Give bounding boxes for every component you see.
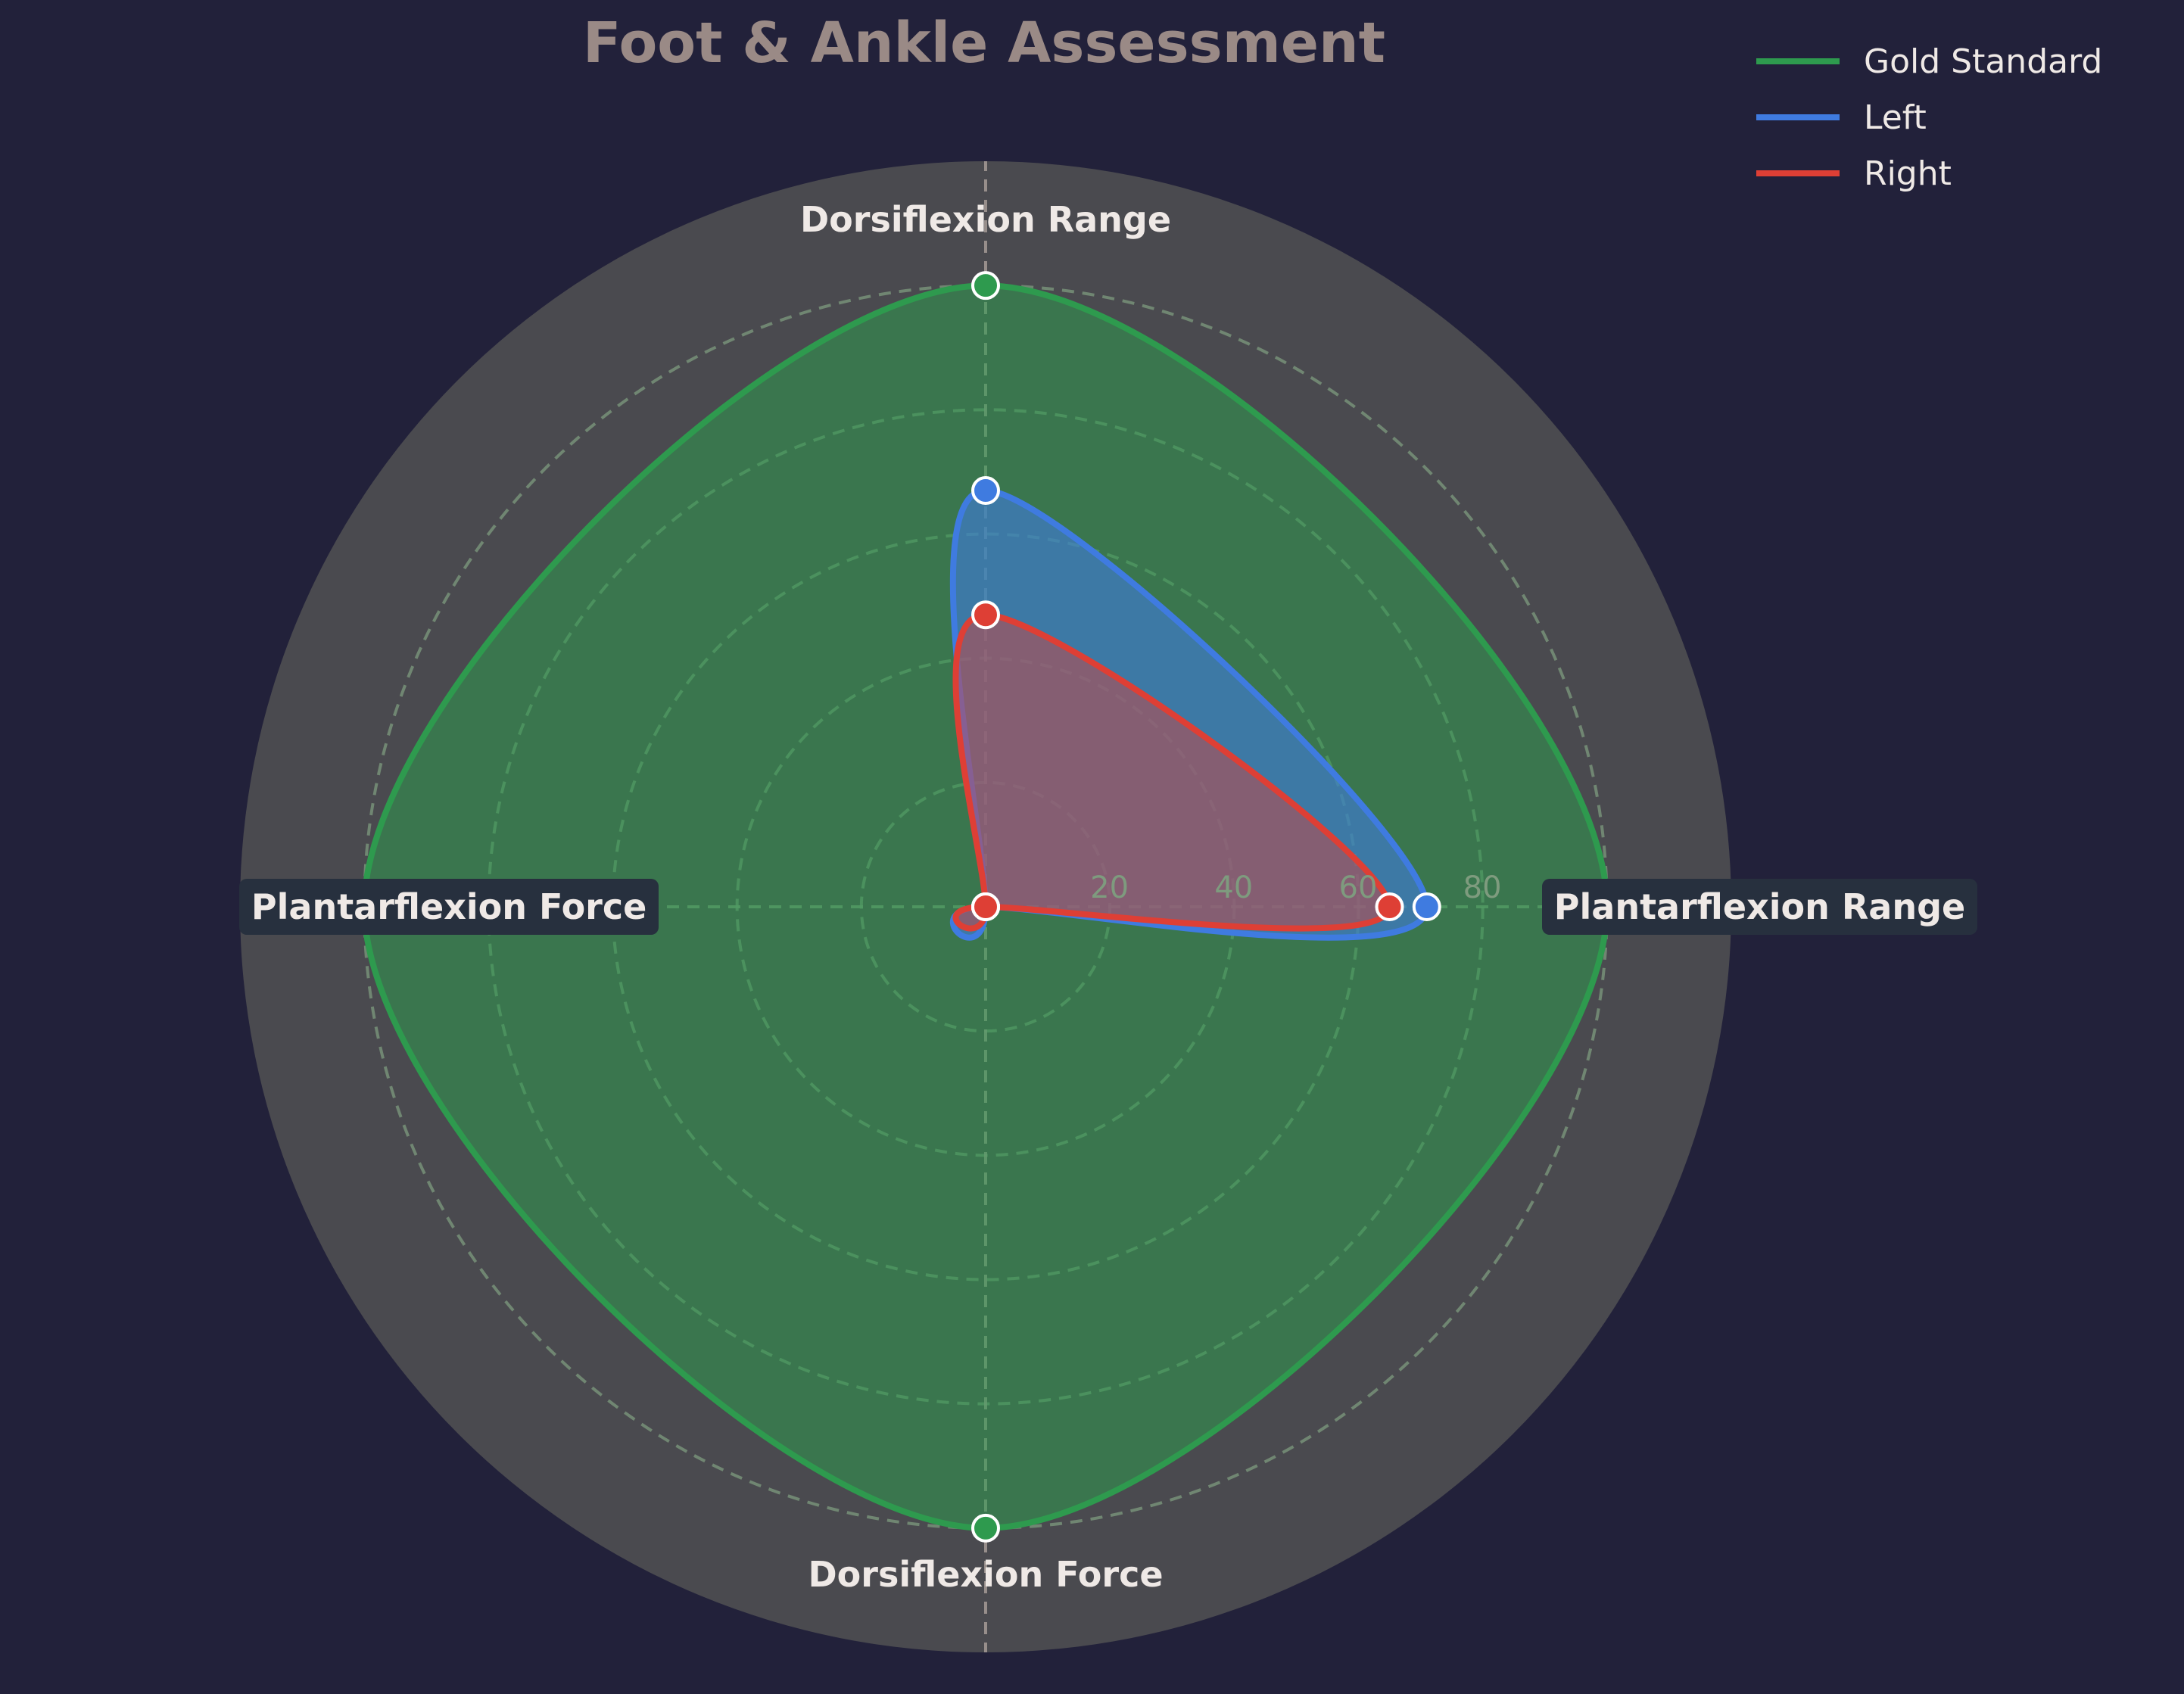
series-line-right: [952, 612, 1393, 932]
radial-tick-label: 60: [1339, 870, 1378, 905]
radial-ticks: 20 40 60 80: [1090, 870, 1501, 905]
radial-tick-label: 80: [1463, 870, 1502, 905]
legend-label: Left: [1864, 98, 1927, 137]
legend-swatch: [1756, 170, 1840, 176]
radial-tick-label: 40: [1214, 870, 1253, 905]
axis-label-dorsiflexion-range: Dorsiflexion Range: [800, 199, 1172, 240]
axis-label-dorsiflexion-force: Dorsiflexion Force: [808, 1554, 1164, 1595]
data-point-gold-standard: [971, 1513, 1000, 1543]
data-point-right: [971, 892, 1000, 921]
legend: Gold Standard Left Right: [1756, 33, 2102, 201]
axis-label-plantarflexion-force: Plantarflexion Force: [238, 879, 659, 935]
radial-tick-label: 20: [1090, 870, 1129, 905]
data-point-right: [971, 600, 1000, 630]
legend-label: Gold Standard: [1864, 42, 2103, 81]
axis-label-plantarflexion-range: Plantarflexion Range: [1541, 879, 1978, 935]
legend-label: Right: [1864, 154, 1952, 193]
data-point-right: [1375, 892, 1404, 921]
legend-swatch: [1756, 114, 1840, 120]
data-point-left: [1412, 892, 1441, 921]
data-point-left: [971, 476, 1000, 506]
data-point-gold-standard: [971, 271, 1000, 300]
legend-item-right: Right: [1756, 145, 2102, 201]
series-layer: [350, 271, 1622, 1543]
series-area-right: [955, 615, 1390, 929]
legend-swatch: [1756, 58, 1840, 64]
legend-item-gold-standard: Gold Standard: [1756, 33, 2102, 89]
chart-title: Foot & Ankle Assessment: [582, 11, 1386, 76]
legend-item-left: Left: [1756, 89, 2102, 145]
series-area-left: [952, 490, 1427, 938]
